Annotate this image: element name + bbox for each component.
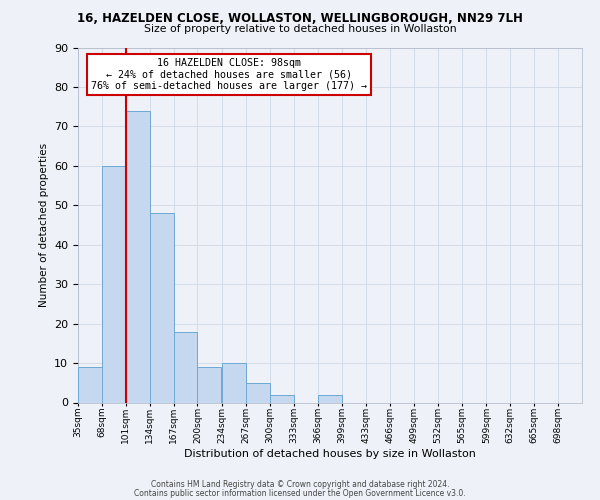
Bar xyxy=(222,363,246,403)
Text: 16, HAZELDEN CLOSE, WOLLASTON, WELLINGBOROUGH, NN29 7LH: 16, HAZELDEN CLOSE, WOLLASTON, WELLINGBO… xyxy=(77,12,523,26)
Bar xyxy=(270,394,294,402)
Bar xyxy=(78,367,102,402)
Bar xyxy=(149,213,173,402)
Y-axis label: Number of detached properties: Number of detached properties xyxy=(38,143,49,307)
Text: Size of property relative to detached houses in Wollaston: Size of property relative to detached ho… xyxy=(143,24,457,34)
Text: Contains public sector information licensed under the Open Government Licence v3: Contains public sector information licen… xyxy=(134,488,466,498)
Bar xyxy=(173,332,197,402)
Bar xyxy=(246,383,270,402)
Bar xyxy=(126,110,149,403)
Text: 16 HAZELDEN CLOSE: 98sqm
← 24% of detached houses are smaller (56)
76% of semi-d: 16 HAZELDEN CLOSE: 98sqm ← 24% of detach… xyxy=(91,58,367,92)
Bar xyxy=(317,394,341,402)
X-axis label: Distribution of detached houses by size in Wollaston: Distribution of detached houses by size … xyxy=(184,448,476,458)
Text: Contains HM Land Registry data © Crown copyright and database right 2024.: Contains HM Land Registry data © Crown c… xyxy=(151,480,449,489)
Bar xyxy=(197,367,221,402)
Bar xyxy=(102,166,126,402)
